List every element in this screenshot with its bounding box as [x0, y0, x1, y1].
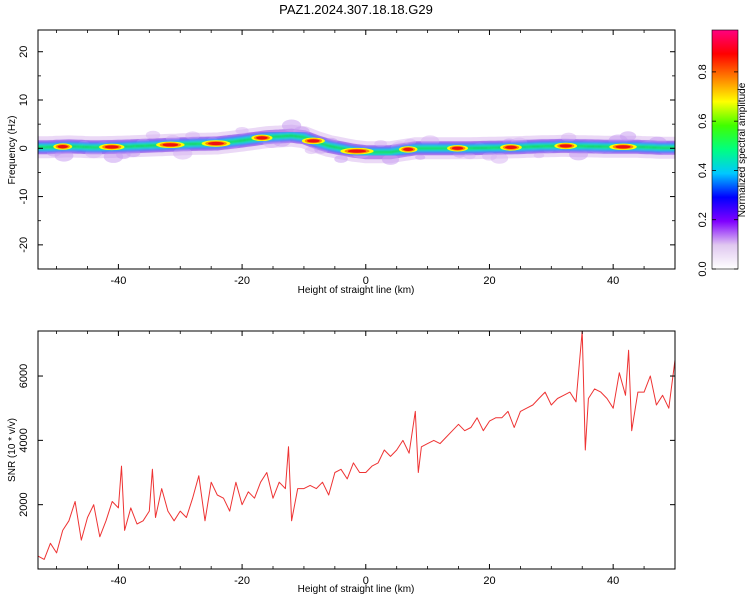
- heatmap-peak-red: [403, 147, 414, 151]
- colorbar-bar: [712, 30, 738, 269]
- spectrogram-frame: [37, 29, 676, 270]
- heatmap-peak-red: [451, 146, 464, 150]
- colorbar-frame: [711, 29, 739, 270]
- colorbar-ticks: 0.0 0.2 0.4 0.6 0.8: [697, 64, 738, 277]
- spectrogram-x-tick-label: 20: [483, 275, 495, 287]
- heatmap-halo-blob: [374, 140, 387, 148]
- heatmap-halo-blob: [463, 153, 476, 160]
- heatmap-halo-blob: [560, 132, 577, 142]
- heatmap-halo-blob: [235, 126, 249, 135]
- colorbar: 0.0 0.2 0.4 0.6 0.8 Normalized spectral ampl…: [697, 29, 748, 277]
- heatmap-halo-blob: [404, 138, 417, 145]
- heatmap-halo-blob: [54, 149, 74, 162]
- snr-x-label: Height of straight line (km): [298, 584, 415, 595]
- heatmap-peak-red: [347, 149, 367, 153]
- snr-x-ticks: -40 -20 0 20 40: [56, 331, 676, 587]
- spectrogram-y-label: Frequency (Hz): [7, 116, 18, 185]
- heatmap-halo-blob: [145, 130, 161, 140]
- colorbar-tick-label: 0.4: [697, 163, 709, 178]
- heatmap-peak-red: [208, 141, 224, 146]
- spectrogram-x-tick-label: -40: [110, 275, 126, 287]
- spectrogram-panel: -40 -20 0 20 40 20 10 0 -10 -20 Height of straig…: [7, 29, 676, 296]
- heatmap-layer: [38, 119, 675, 165]
- heatmap-halo-blob: [415, 154, 426, 160]
- snr-y-tick-label: 4000: [18, 428, 30, 452]
- heatmap-peak-red: [307, 139, 320, 143]
- snr-x-tick-label: 0: [363, 575, 369, 587]
- snr-x-tick-label: -40: [110, 575, 126, 587]
- snr-x-tick-label: 20: [483, 575, 495, 587]
- heatmap-peak-red: [162, 143, 179, 147]
- heatmap-peak-red: [57, 145, 68, 149]
- snr-x-tick-label: 40: [607, 575, 619, 587]
- heatmap-halo-blob: [533, 152, 545, 159]
- heatmap-halo-blob: [490, 152, 509, 164]
- snr-y-ticks: 2000 4000 6000: [18, 364, 675, 517]
- colorbar-tick-label: 0.8: [697, 64, 709, 79]
- figure-title: PAZ1.2024.307.18.18.G29: [279, 2, 433, 17]
- spectrogram-y-tick-label: -10: [18, 189, 30, 205]
- colorbar-tick-label: 0.6: [697, 114, 709, 129]
- snr-x-tick-label: -20: [234, 575, 250, 587]
- snr-y-tick-label: 6000: [18, 364, 30, 388]
- colorbar-label: Normalized spectral amplitude: [737, 82, 748, 217]
- heatmap-peaks: [53, 134, 637, 155]
- heatmap-halo-blob: [334, 155, 348, 163]
- heatmap-peak-red: [256, 136, 268, 140]
- colorbar-tick-label: 0.0: [697, 261, 709, 276]
- spectrogram-x-tick-label: -20: [234, 275, 250, 287]
- heatmap-halo-blob: [619, 131, 637, 142]
- spectrogram-x-tick-label: 0: [363, 275, 369, 287]
- heatmap-halo-blob: [173, 147, 193, 160]
- heatmap-peak-red: [505, 145, 517, 149]
- snr-y-tick-label: 2000: [18, 492, 30, 516]
- spectrogram-x-tick-label: 40: [607, 275, 619, 287]
- spectrogram-y-tick-label: 10: [18, 94, 30, 106]
- spectrogram-y-tick-label: 0: [18, 145, 30, 151]
- colorbar-tick-label: 0.2: [697, 212, 709, 227]
- heatmap-peak-red: [104, 145, 119, 149]
- snr-series-line: [38, 331, 675, 560]
- spectrogram-y-ticks: 20 10 0 -10 -20: [18, 46, 675, 270]
- heatmap-halo-blob: [185, 131, 200, 140]
- spectrogram-x-label: Height of straight line (km): [298, 285, 415, 296]
- snr-y-label: SNR (10 * v/v): [7, 418, 18, 482]
- spectrogram-x-ticks: -40 -20 0 20 40: [56, 30, 676, 287]
- snr-frame: [37, 330, 676, 570]
- heatmap-peak-red: [615, 145, 631, 149]
- spectrogram-y-tick-label: 20: [18, 46, 30, 58]
- snr-panel: -40 -20 0 20 40 2000 4000 6000 Height of strai…: [7, 330, 676, 595]
- heatmap-peak-red: [559, 144, 573, 148]
- spectrogram-y-tick-label: -20: [18, 237, 30, 253]
